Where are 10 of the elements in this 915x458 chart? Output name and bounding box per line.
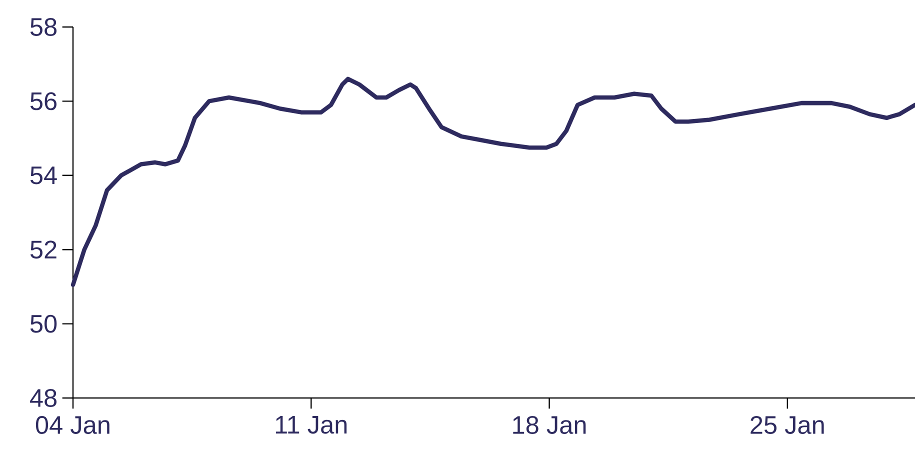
x-tick-label: 25 Jan <box>750 416 824 434</box>
x-tick-label: 11 Jan <box>276 416 347 434</box>
y-tick-label: 48 <box>30 389 57 407</box>
x-tick-label: 18 Jan <box>513 416 586 434</box>
y-tick-label: 50 <box>30 314 57 333</box>
y-tick-label: 58 <box>30 18 57 36</box>
y-tick-label: 52 <box>30 240 56 259</box>
y-tick-label: 54 <box>30 166 57 184</box>
x-tick-label: 04 Jan <box>36 416 110 434</box>
y-tick-label: 56 <box>30 92 56 110</box>
